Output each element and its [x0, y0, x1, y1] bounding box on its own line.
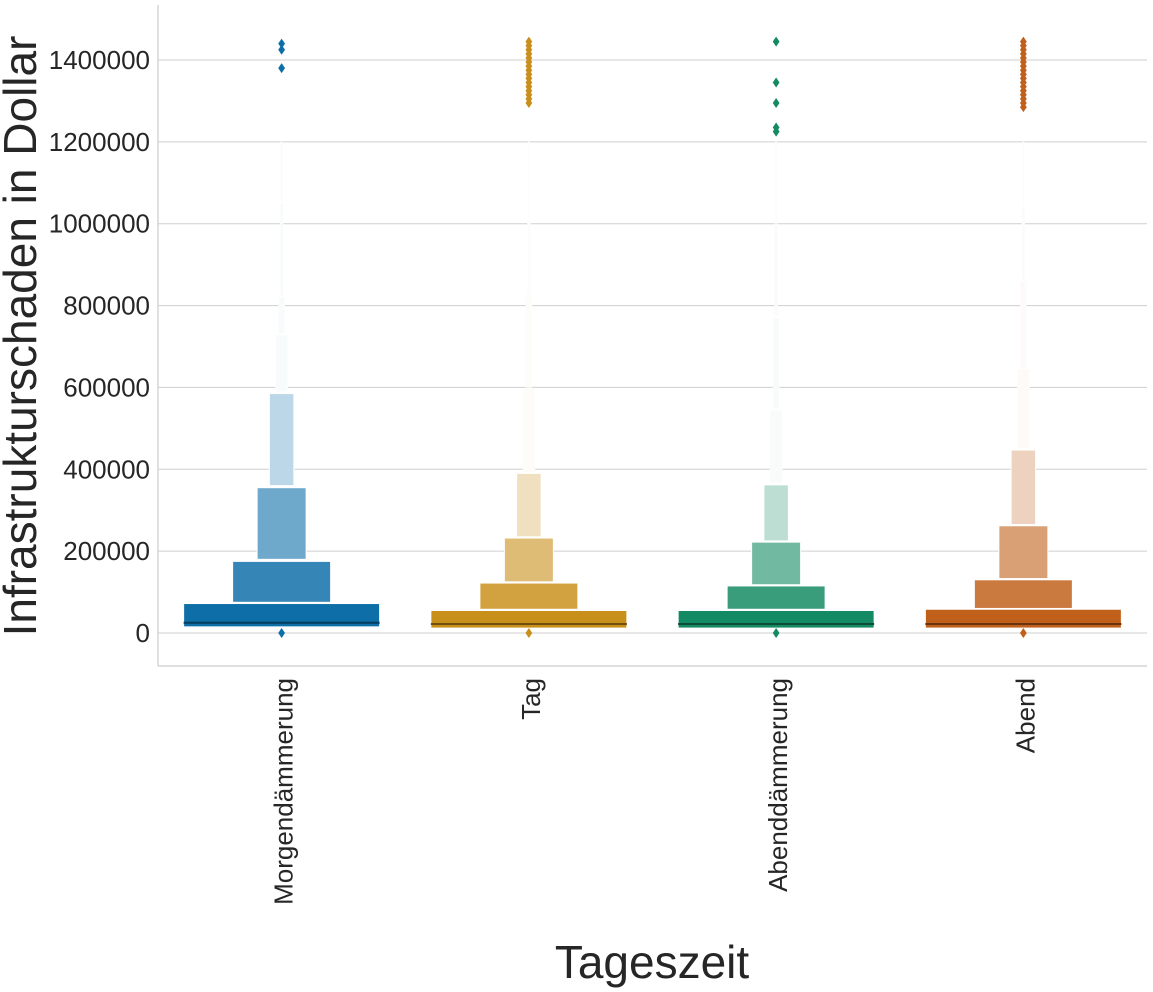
boxen-box [527, 219, 531, 293]
boxen-box [1021, 207, 1026, 280]
outlier-point [278, 38, 286, 49]
boxen-box [479, 582, 579, 610]
boxen-box [1010, 449, 1037, 526]
outlier-point [525, 97, 533, 108]
boxen-box [527, 141, 530, 219]
grid-lines [158, 59, 1147, 634]
boxen-box [278, 297, 285, 334]
boxen-group [430, 36, 628, 638]
boxen-box [525, 293, 533, 388]
y-tick-label: 1200000 [49, 127, 150, 157]
boxen-box [1022, 141, 1025, 207]
boxen-group [677, 36, 875, 638]
y-axis-title: Infrastrukturschaden in Dollar [0, 36, 46, 637]
outlier-point [772, 36, 780, 47]
x-tick-label: Tag [516, 678, 546, 720]
x-axis-title: Tageszeit [555, 936, 750, 988]
outlier-point [278, 63, 286, 74]
boxen-box [973, 579, 1073, 609]
outlier-point [525, 628, 533, 638]
boxen-box [763, 484, 789, 542]
boxen-group [924, 36, 1122, 638]
y-tick-label: 400000 [63, 454, 150, 484]
y-tick-label: 800000 [63, 291, 150, 321]
y-tick-label: 200000 [63, 536, 150, 566]
outlier-point [1019, 628, 1027, 638]
y-tick-label: 0 [136, 618, 150, 648]
boxen-group [183, 38, 381, 638]
boxen-box [677, 609, 875, 629]
boxen-box [256, 487, 307, 560]
x-tick-label: Abend [1010, 678, 1040, 753]
boxen-box [516, 472, 542, 538]
x-tick-label: Morgendämmerung [269, 678, 299, 905]
boxen-box [751, 541, 802, 586]
y-tick-label: 600000 [63, 372, 150, 402]
outlier-point [772, 628, 780, 638]
boxen-box [430, 609, 628, 629]
boxen-box [279, 203, 284, 296]
boxen-box [924, 608, 1122, 629]
boxen-box [268, 393, 295, 487]
outlier-point [278, 44, 286, 55]
boxen-box [775, 141, 778, 223]
boxen-box [503, 537, 554, 583]
boxen-box [769, 409, 783, 484]
boxen-box [183, 603, 381, 628]
boxen-box [998, 525, 1049, 580]
y-tick-label: 1000000 [49, 209, 150, 239]
outlier-point [278, 628, 286, 638]
boxen-box [232, 560, 332, 603]
boxen-box [774, 223, 778, 317]
axes [157, 5, 1147, 667]
outlier-point [1019, 102, 1027, 113]
boxen-box [726, 585, 826, 610]
boxen-box [275, 334, 288, 392]
y-tick-label: 1400000 [49, 45, 150, 75]
outlier-point [772, 77, 780, 88]
boxen-box [522, 388, 536, 473]
boxen-box [1017, 368, 1030, 450]
outlier-point [772, 126, 780, 137]
tick-labels: 0 200000 400000 600000 800000 1000000 1200000 1… [49, 45, 1041, 905]
boxen-box [1020, 280, 1027, 368]
x-tick-label: Abenddämmerung [763, 678, 793, 892]
outlier-point [772, 97, 780, 108]
boxen-box [772, 317, 780, 409]
boxen-box [280, 141, 283, 202]
boxen-plot [183, 36, 1122, 638]
